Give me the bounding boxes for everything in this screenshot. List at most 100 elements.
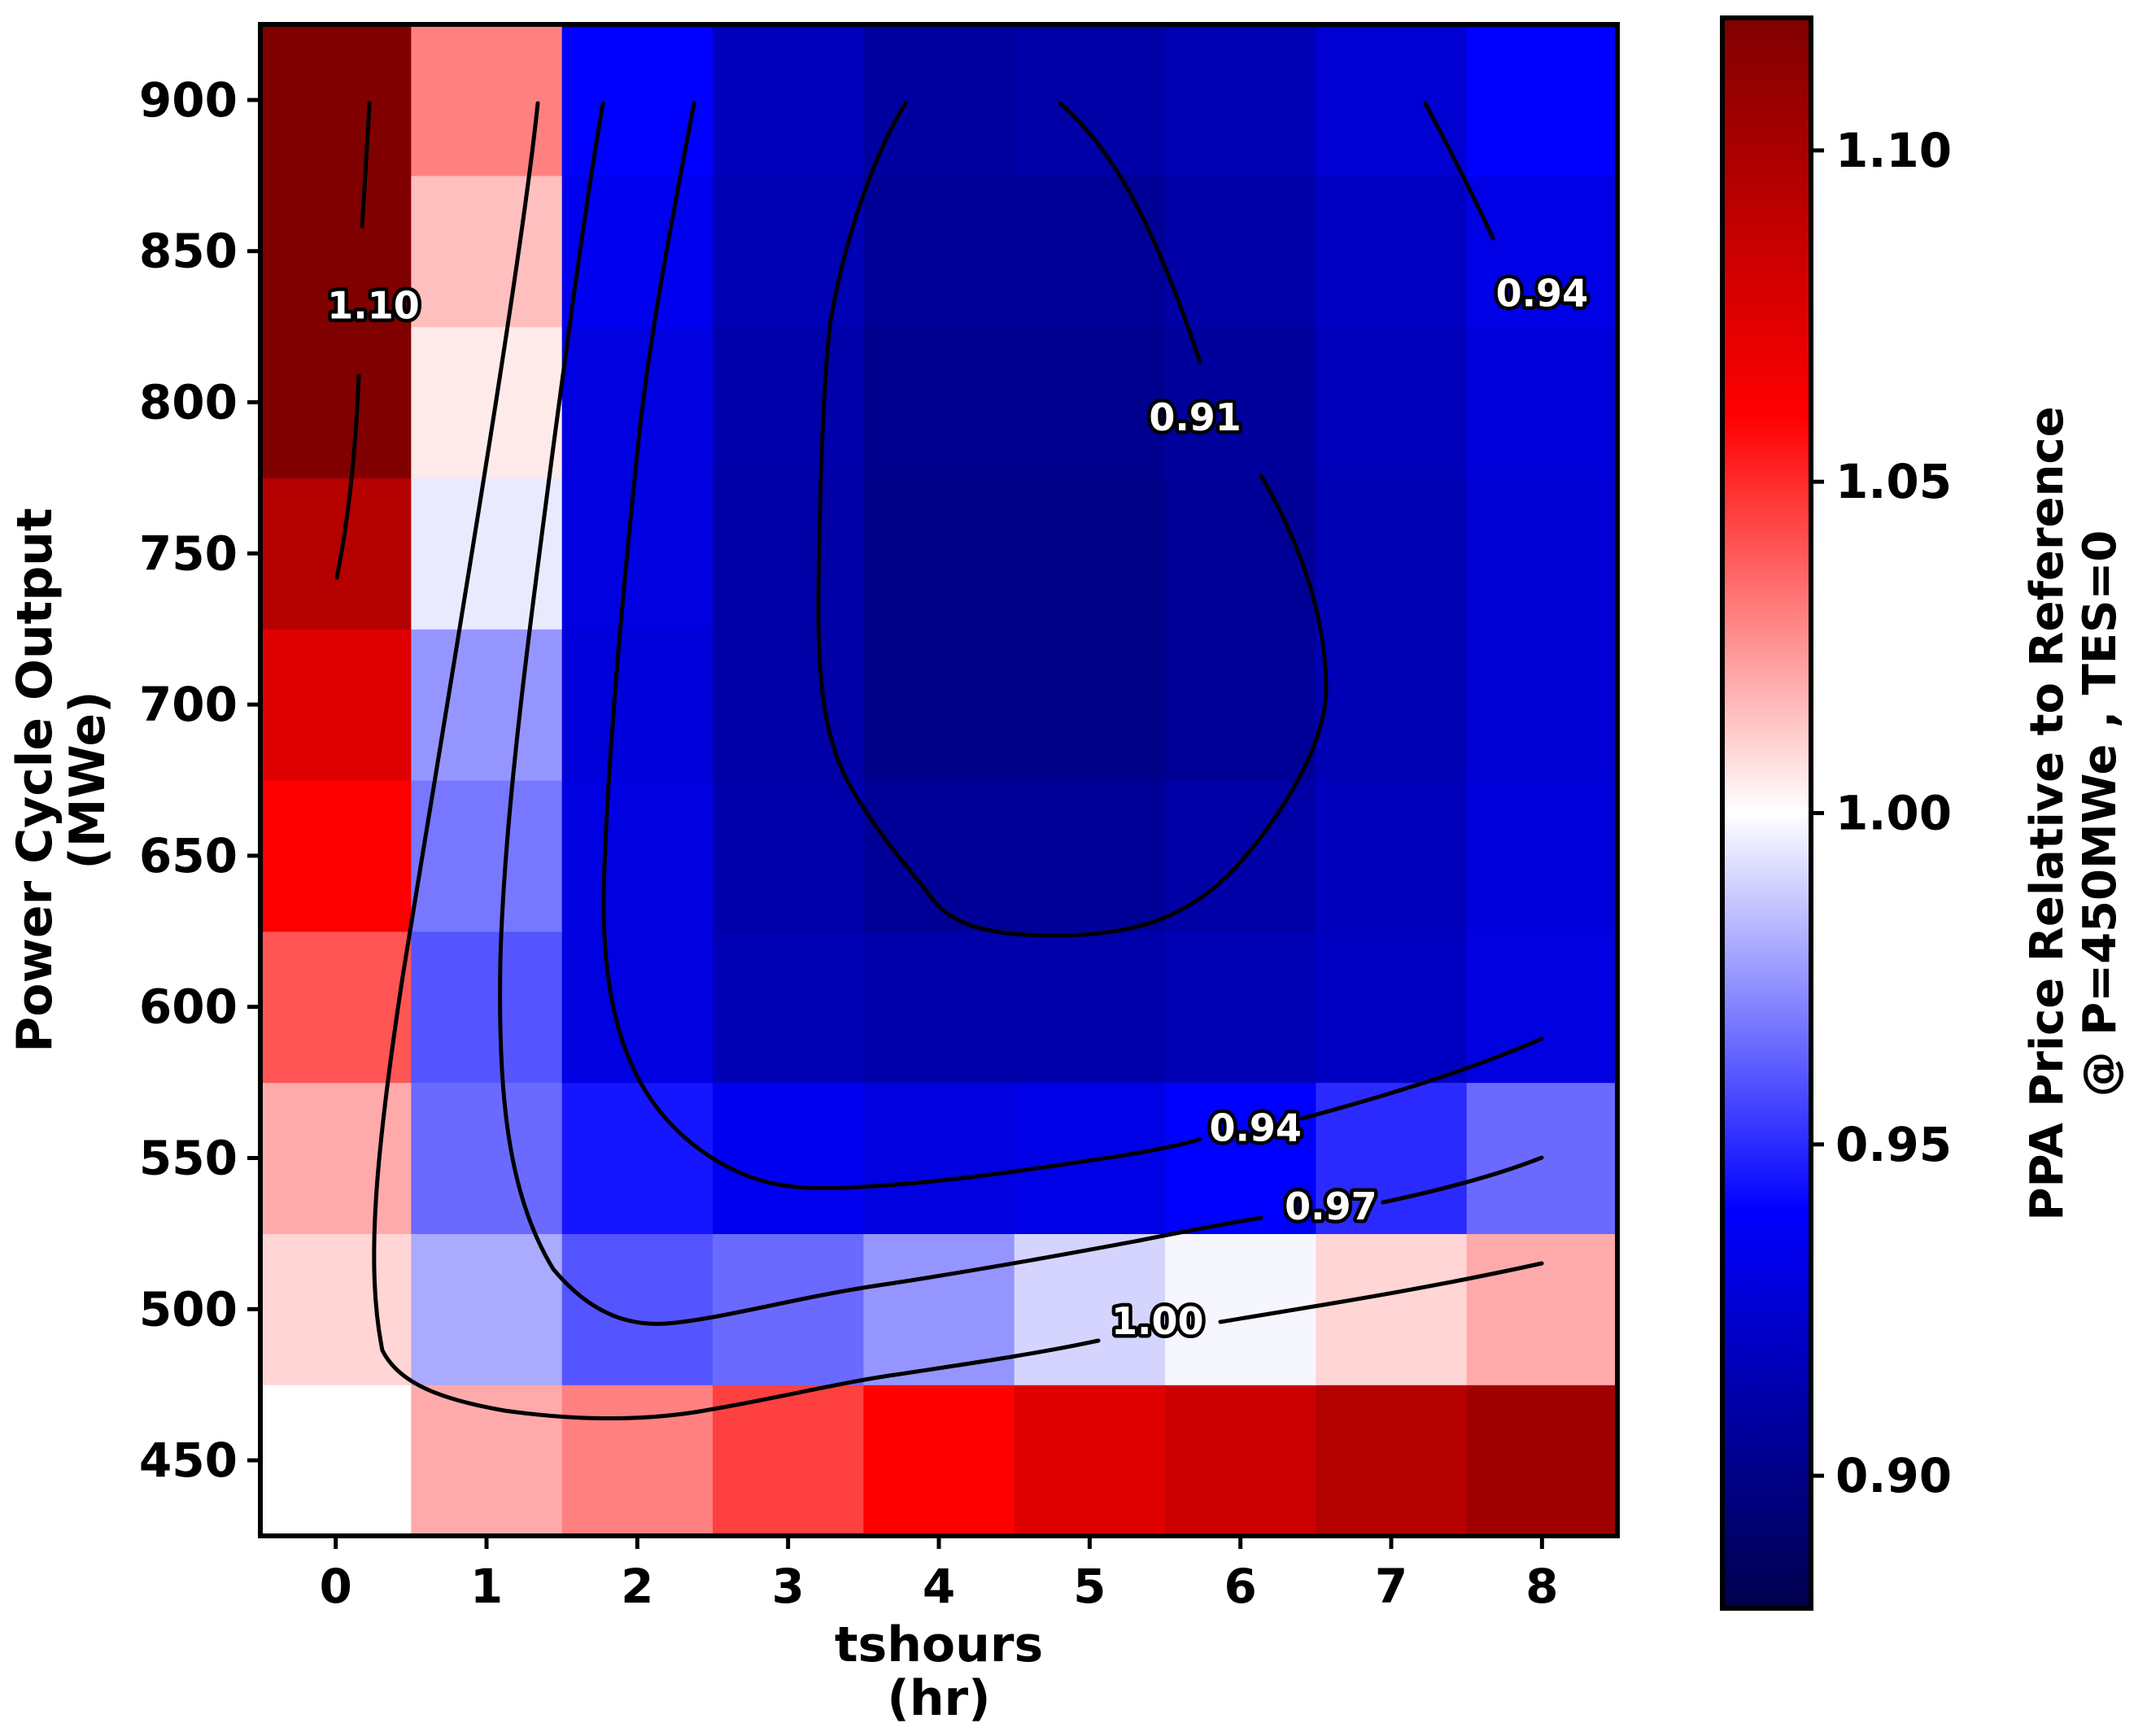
- heatmap-cell-6-700: [1165, 629, 1316, 781]
- heatmap-cell-4-550: [863, 1082, 1015, 1234]
- heatmap-cell-4-800: [863, 326, 1015, 478]
- x-tick-label: 2: [621, 1559, 653, 1614]
- heatmap-cell-6-550: [1165, 1082, 1316, 1234]
- heatmap-cell-6-900: [1165, 24, 1316, 177]
- x-tick-label: 7: [1375, 1559, 1407, 1614]
- heatmap-cell-1-900: [411, 24, 563, 177]
- heatmap-cell-4-750: [863, 478, 1015, 630]
- y-tick-label: 550: [139, 1131, 238, 1186]
- heatmap-cell-4-500: [863, 1233, 1015, 1385]
- heatmap-cell-3-650: [713, 780, 864, 932]
- contour-label-0.97: 0.97: [1285, 1184, 1377, 1228]
- heatmap-cell-3-900: [713, 24, 864, 177]
- heatmap-cell-5-450: [1014, 1385, 1166, 1537]
- contour-line-0.94: [601, 101, 1202, 1191]
- heatmap-cell-7-450: [1316, 1385, 1468, 1537]
- y-axis-title-line2: (MWe): [59, 691, 116, 869]
- heatmap-cell-2-750: [561, 478, 714, 630]
- contour-label-0.94: 0.94: [1496, 272, 1589, 316]
- contour-line-1.10: [334, 373, 361, 580]
- heatmap-cell-4-900: [863, 24, 1015, 177]
- heatmap-cell-5-900: [1014, 24, 1166, 177]
- y-tick-label: 650: [139, 828, 238, 883]
- heatmap-cell-2-850: [561, 175, 714, 328]
- x-tick-label: 0: [319, 1559, 351, 1614]
- heatmap-cell-0-900: [260, 24, 412, 177]
- y-tick-label: 600: [139, 979, 238, 1035]
- heatmap-cell-5-750: [1014, 478, 1166, 630]
- heatmap-cell-6-650: [1165, 780, 1316, 932]
- contour-line-0.91: [1058, 101, 1202, 364]
- colorbar: [1720, 15, 1813, 1611]
- heatmap-cell-4-600: [863, 931, 1015, 1084]
- x-axis-ticks: 0 1 2 3 4 5 6 7 8: [319, 1536, 1559, 1614]
- y-tick-label: 850: [139, 224, 238, 279]
- heatmap-cell-1-500: [411, 1233, 563, 1385]
- contour-line-0.94: [1299, 1036, 1544, 1121]
- heatmap-cell-8-650: [1466, 780, 1618, 932]
- colorbar-title-line1: PPA Price Relative to Reference: [2021, 406, 2074, 1220]
- heatmap-cell-4-450: [863, 1385, 1015, 1537]
- colorbar-tick-label: 1.10: [1835, 123, 1952, 178]
- y-tick-label: 450: [139, 1433, 238, 1488]
- heatmap-cell-5-800: [1014, 326, 1166, 478]
- contour-label-0.94: 0.94: [1209, 1106, 1302, 1149]
- heatmap-cell-3-850: [713, 175, 864, 328]
- contour-line-1.00: [1218, 1261, 1544, 1324]
- x-axis-title-line1: tshours: [835, 1616, 1043, 1673]
- y-axis-ticks: 450 500 550 600 650 700 750 800 850 900: [139, 72, 260, 1488]
- x-tick-label: 6: [1224, 1559, 1256, 1614]
- y-tick-label: 900: [139, 72, 238, 128]
- heatmap-cell-4-700: [863, 629, 1015, 781]
- heatmap-cell-8-800: [1466, 326, 1618, 478]
- heatmap-cell-0-650: [260, 780, 412, 932]
- contour-label-1.10: 1.10: [327, 284, 420, 328]
- heatmap-cell-3-700: [713, 629, 864, 781]
- y-tick-label: 800: [139, 375, 238, 430]
- heatmap-cell-0-450: [260, 1385, 412, 1537]
- heatmap-cell-5-650: [1014, 780, 1166, 932]
- colorbar-tick-label: 1.00: [1835, 786, 1952, 841]
- heatmap-cell-2-550: [561, 1082, 714, 1234]
- colorbar-title-line2: @ P=450MWe , TES=0: [2074, 530, 2127, 1097]
- heatmap-cell-1-700: [411, 629, 563, 781]
- contour-line-0.97: [498, 101, 1263, 1326]
- contour-line-0.97: [1381, 1155, 1544, 1205]
- colorbar-tick-label: 0.90: [1835, 1448, 1952, 1503]
- heatmap-cell-5-600: [1014, 931, 1166, 1084]
- heatmap-cell-6-800: [1165, 326, 1316, 478]
- contour-lines: [334, 101, 1544, 1421]
- x-tick-label: 1: [470, 1559, 503, 1614]
- heatmap-cell-1-450: [411, 1385, 563, 1537]
- heatmap-cell-5-550: [1014, 1082, 1166, 1234]
- colorbar-tick-label: 0.95: [1835, 1117, 1952, 1172]
- heatmap-cell-8-450: [1466, 1385, 1618, 1537]
- heatmap-cell-8-750: [1466, 478, 1618, 630]
- heatmap-cell-3-550: [713, 1082, 864, 1234]
- heatmap-cell-0-700: [260, 629, 412, 781]
- heatmap-cell-7-850: [1316, 175, 1468, 328]
- heatmap-cell-2-450: [561, 1385, 714, 1537]
- heatmap-cell-3-800: [713, 326, 864, 478]
- heatmap-cell-7-650: [1316, 780, 1468, 932]
- heatmap-cell-1-750: [411, 478, 563, 630]
- heatmap-cells: [260, 24, 1618, 1537]
- heatmap-cell-0-600: [260, 931, 412, 1084]
- heatmap-cell-7-800: [1316, 326, 1468, 478]
- contour-line-0.91: [816, 101, 1329, 938]
- heatmap-cell-3-750: [713, 478, 864, 630]
- heatmap-cell-7-500: [1316, 1233, 1468, 1385]
- heatmap-cell-2-700: [561, 629, 714, 781]
- colorbar-ticks: 0.90 0.95 1.00 1.05 1.10: [1811, 123, 1952, 1503]
- heatmap-cell-8-700: [1466, 629, 1618, 781]
- heatmap-cell-1-600: [411, 931, 563, 1084]
- contour-label-0.91: 0.91: [1149, 395, 1242, 439]
- heatmap-cell-1-650: [411, 780, 563, 932]
- y-axis-title-line1: Power Cycle Output: [7, 508, 63, 1052]
- heatmap-cell-6-750: [1165, 478, 1316, 630]
- heatmap-cell-2-600: [561, 931, 714, 1084]
- x-tick-label: 3: [771, 1559, 804, 1614]
- heatmap-cell-5-850: [1014, 175, 1166, 328]
- x-tick-label: 4: [923, 1559, 955, 1614]
